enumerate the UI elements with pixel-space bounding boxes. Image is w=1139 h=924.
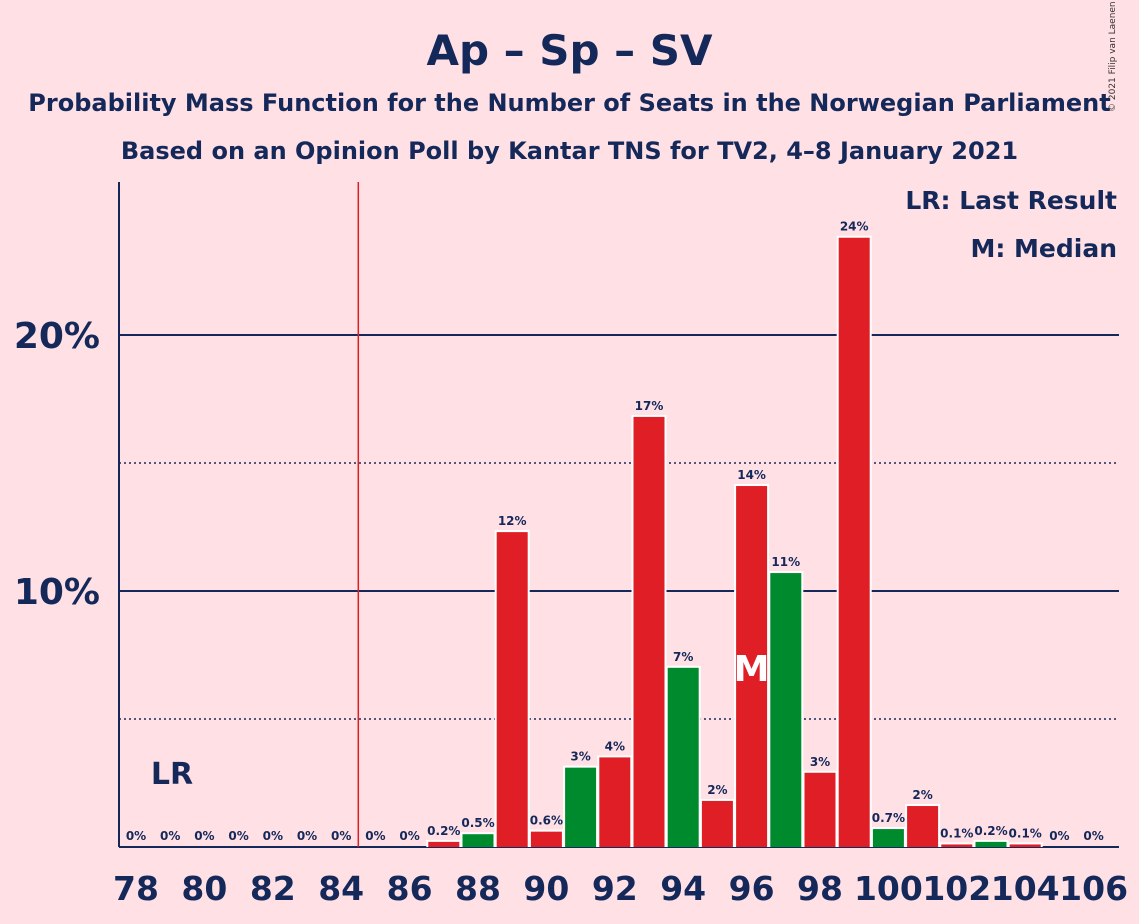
bar-value-label: 4% — [605, 739, 625, 753]
x-tick-label: 98 — [797, 869, 843, 908]
bar-value-label: 3% — [570, 750, 590, 764]
bar-value-label: 0% — [160, 829, 180, 843]
x-tick-label: 78 — [113, 869, 159, 908]
x-tick-label: 92 — [592, 869, 638, 908]
bar-value-label: 0% — [263, 829, 283, 843]
bar-value-label: 0% — [228, 829, 248, 843]
x-tick-label: 82 — [250, 869, 296, 908]
bar-value-label: 0.5% — [461, 816, 494, 830]
x-tick-label: 96 — [729, 869, 775, 908]
bar — [633, 416, 665, 847]
chart-subtitle-line2: Based on an Opinion Poll by Kantar TNS f… — [120, 137, 1019, 165]
bar — [941, 844, 973, 847]
x-tick-label: 104 — [991, 869, 1060, 908]
bar — [838, 237, 870, 848]
bar-value-label: 0.6% — [530, 814, 563, 828]
x-tick-label: 102 — [922, 869, 991, 908]
bar-value-label: 12% — [498, 514, 527, 528]
bar-value-label: 0.1% — [1009, 826, 1042, 840]
bar-value-label: 0% — [365, 829, 385, 843]
bar — [496, 532, 528, 847]
bar-value-label: 0% — [331, 829, 351, 843]
bar-value-label: 0% — [399, 829, 419, 843]
chart-subtitle-line1: Probability Mass Function for the Number… — [28, 89, 1111, 117]
bar-value-label: 7% — [673, 650, 693, 664]
bar — [736, 486, 768, 847]
bar — [770, 573, 802, 847]
bar-value-label: 0.1% — [940, 826, 973, 840]
bar-value-label: 0% — [126, 829, 146, 843]
bar-value-label: 0.2% — [974, 824, 1007, 838]
x-tick-label: 100 — [854, 869, 923, 908]
bar — [530, 831, 562, 847]
bar-value-label: 11% — [771, 555, 800, 569]
y-tick-label: 20% — [14, 316, 100, 357]
bar — [599, 757, 631, 847]
bar — [428, 841, 460, 847]
bar-value-label: 0% — [1083, 829, 1103, 843]
chart-title: Ap – Sp – SV — [426, 26, 713, 75]
bar-value-label: 0% — [297, 829, 317, 843]
bar-value-label: 0% — [1049, 829, 1069, 843]
legend-median: M: Median — [970, 234, 1117, 263]
bar-value-label: 14% — [737, 468, 766, 482]
x-tick-label: 88 — [455, 869, 501, 908]
x-tick-label: 86 — [387, 869, 433, 908]
x-tick-label: 106 — [1059, 869, 1128, 908]
x-tick-label: 90 — [523, 869, 569, 908]
legend-last-result: LR: Last Result — [905, 186, 1117, 215]
bar — [872, 829, 904, 847]
bar — [975, 841, 1007, 847]
y-tick-label: 10% — [14, 572, 100, 613]
bar-value-label: 2% — [707, 783, 727, 797]
bar — [462, 834, 494, 847]
x-tick-label: 94 — [660, 869, 706, 908]
bar-value-label: 2% — [912, 788, 932, 802]
x-tick-label: 80 — [181, 869, 227, 908]
bar — [701, 800, 733, 847]
bar — [1009, 844, 1041, 847]
bar-value-label: 17% — [635, 399, 664, 413]
bar-value-label: 0.2% — [427, 824, 460, 838]
bar — [667, 667, 699, 847]
bar — [804, 772, 836, 847]
bar-value-label: 3% — [810, 755, 830, 769]
bar-value-label: 0% — [194, 829, 214, 843]
bar-value-label: 24% — [840, 220, 869, 234]
last-result-marker: LR — [151, 757, 193, 792]
median-marker: M — [734, 649, 770, 690]
x-tick-label: 84 — [318, 869, 364, 908]
bar — [565, 767, 597, 847]
bar-value-label: 0.7% — [872, 811, 905, 825]
bar — [907, 806, 939, 847]
